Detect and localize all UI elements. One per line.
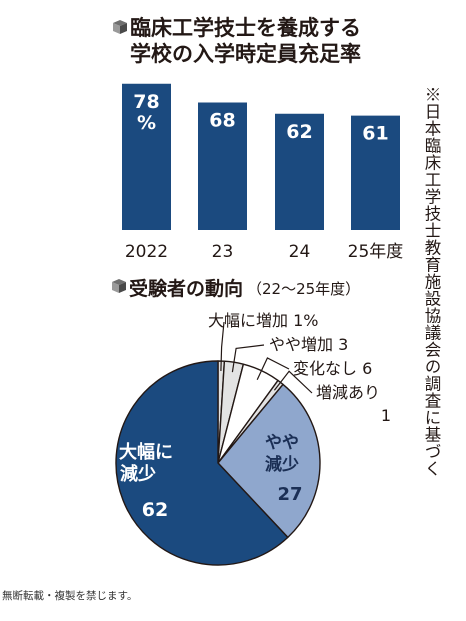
bar-title-line-1: 臨床工学技士を養成する bbox=[130, 16, 361, 40]
bar-category-label: 2022 bbox=[125, 242, 168, 262]
slice-label-slight-decrease-2: 減少 bbox=[265, 454, 299, 475]
bar-24 bbox=[275, 113, 324, 230]
slice-value-slight-decrease: 27 bbox=[277, 484, 302, 505]
bar-2022 bbox=[122, 83, 171, 230]
bar-title-line-2: 学校の入学時定員充足率 bbox=[130, 42, 361, 66]
bar-chart-title: 臨床工学技士を養成する 学校の入学時定員充足率 bbox=[113, 16, 361, 66]
source-note: ※日本臨床工学技士教育施設協議会の調査に基づく bbox=[422, 86, 441, 477]
copyright-notice: 無断転載・複製を禁じます。 bbox=[2, 590, 138, 602]
pie-title: 受験者の動向 bbox=[129, 277, 243, 300]
pie-slice-5 bbox=[115, 360, 289, 566]
bar-value-labels: 78% 68 62 61 bbox=[133, 91, 388, 145]
slice-label-large-decrease-2: 減少 bbox=[120, 463, 156, 485]
bar-category-label: 23 bbox=[212, 242, 234, 262]
bar-group bbox=[122, 83, 400, 230]
slice-label-mixed: 増減あり bbox=[316, 383, 380, 402]
bar-category-label: 25年度 bbox=[348, 242, 404, 262]
slice-value-mixed: 1 bbox=[381, 406, 391, 425]
bar-value-label: 61 bbox=[362, 123, 388, 145]
bar-category-labels: 2022 23 24 25年度 bbox=[125, 242, 403, 262]
pie-slices bbox=[115, 360, 321, 566]
bar-value-label: % bbox=[137, 112, 156, 134]
bar-category-label: 24 bbox=[289, 242, 311, 262]
title-bullet-icon bbox=[112, 279, 126, 293]
slice-label-no-change: 変化なし 6 bbox=[293, 359, 372, 378]
slice-label-slight-decrease-1: やや bbox=[265, 433, 299, 453]
bar-value-label: 68 bbox=[209, 110, 235, 132]
bar-25年度 bbox=[351, 115, 400, 230]
slice-value-large-decrease: 62 bbox=[142, 499, 168, 521]
slice-label-large-increase: 大幅に増加 1% bbox=[208, 311, 318, 330]
leader-line bbox=[231, 344, 265, 373]
pie-leader-lines bbox=[220, 321, 313, 394]
pie-chart-title: 受験者の動向 （22〜25年度） bbox=[112, 277, 360, 300]
bar-value-label: 78 bbox=[133, 91, 159, 113]
title-bullet-icon bbox=[113, 20, 127, 34]
slice-label-slight-increase: やや増加 3 bbox=[269, 335, 348, 354]
leader-line bbox=[273, 370, 313, 394]
leader-line bbox=[220, 321, 225, 372]
leader-line bbox=[256, 357, 290, 381]
bar-23 bbox=[198, 102, 247, 230]
bar-value-label: 62 bbox=[286, 121, 312, 143]
slice-label-large-decrease-1: 大幅に bbox=[119, 441, 173, 463]
pie-subtitle: （22〜25年度） bbox=[247, 280, 360, 298]
pie-slice-4 bbox=[217, 383, 321, 539]
